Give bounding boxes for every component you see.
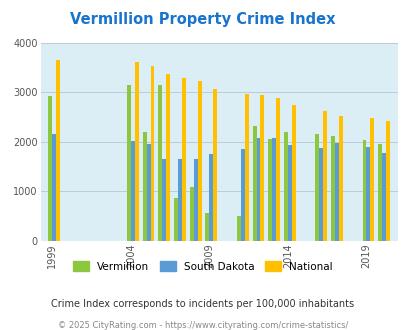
- Bar: [252, 126, 256, 241]
- Bar: [334, 143, 338, 241]
- Bar: [369, 118, 373, 241]
- Bar: [284, 132, 287, 241]
- Bar: [48, 96, 52, 241]
- Bar: [330, 136, 334, 241]
- Bar: [209, 154, 213, 241]
- Bar: [193, 159, 197, 241]
- Bar: [177, 159, 181, 241]
- Bar: [315, 134, 319, 241]
- Bar: [381, 153, 385, 241]
- Text: Vermillion Property Crime Index: Vermillion Property Crime Index: [70, 12, 335, 26]
- Bar: [377, 144, 381, 241]
- Bar: [127, 85, 130, 241]
- Text: Crime Index corresponds to incidents per 100,000 inhabitants: Crime Index corresponds to incidents per…: [51, 299, 354, 309]
- Bar: [181, 78, 185, 241]
- Bar: [162, 159, 166, 241]
- Bar: [130, 141, 134, 241]
- Bar: [205, 213, 209, 241]
- Bar: [362, 141, 366, 241]
- Bar: [244, 94, 248, 241]
- Bar: [150, 66, 154, 241]
- Bar: [237, 216, 240, 241]
- Bar: [338, 116, 342, 241]
- Bar: [291, 105, 295, 241]
- Bar: [240, 149, 244, 241]
- Bar: [146, 145, 150, 241]
- Bar: [166, 74, 170, 241]
- Bar: [268, 139, 272, 241]
- Bar: [197, 81, 201, 241]
- Bar: [322, 111, 326, 241]
- Legend: Vermillion, South Dakota, National: Vermillion, South Dakota, National: [71, 259, 334, 274]
- Text: © 2025 CityRating.com - https://www.cityrating.com/crime-statistics/: © 2025 CityRating.com - https://www.city…: [58, 321, 347, 330]
- Bar: [319, 148, 322, 241]
- Bar: [287, 145, 291, 241]
- Bar: [272, 139, 275, 241]
- Bar: [275, 98, 279, 241]
- Bar: [385, 121, 389, 241]
- Bar: [366, 147, 369, 241]
- Bar: [56, 60, 60, 241]
- Bar: [260, 95, 264, 241]
- Bar: [174, 198, 177, 241]
- Bar: [158, 85, 162, 241]
- Bar: [142, 132, 146, 241]
- Bar: [52, 134, 56, 241]
- Bar: [189, 187, 193, 241]
- Bar: [256, 138, 260, 241]
- Bar: [213, 89, 217, 241]
- Bar: [134, 62, 139, 241]
